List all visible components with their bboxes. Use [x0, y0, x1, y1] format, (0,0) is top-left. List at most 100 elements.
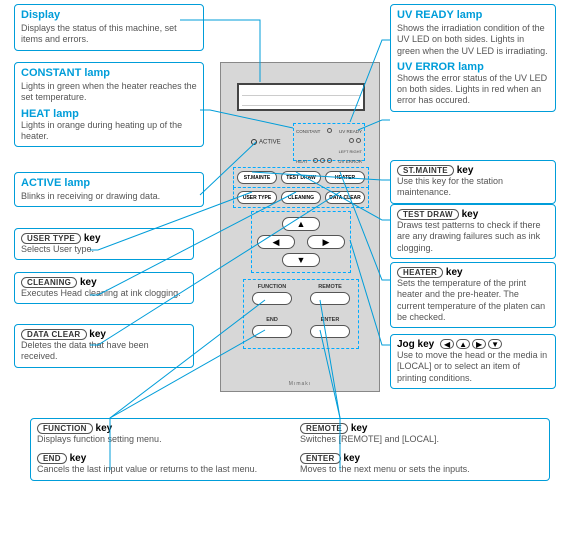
end-word: key — [70, 453, 87, 464]
end-badge: END — [37, 453, 67, 464]
remote-button[interactable] — [310, 292, 350, 305]
heater-word: key — [446, 267, 463, 278]
heat-title: HEAT lamp — [21, 108, 197, 120]
callout-active: ACTIVE lamp Blinks in receiving or drawi… — [14, 172, 204, 207]
function-desc: Displays function setting menu. — [37, 434, 280, 445]
button-row-2: USER TYPE CLEANING DATA CLEAR — [233, 187, 369, 208]
dataclear-badge: DATA CLEAR — [21, 329, 87, 340]
usertype-word: key — [84, 233, 101, 244]
led-dot — [313, 158, 318, 163]
heater-badge: HEATER — [397, 267, 443, 278]
callout-jog: Jog key ◀▲▶▼ Use to move the head or the… — [390, 334, 556, 389]
active-desc: Blinks in receiving or drawing data. — [21, 191, 197, 202]
callout-stmainte: ST.MAINTE key Use this key for the stati… — [390, 160, 556, 204]
led-dot — [320, 158, 325, 163]
stmainte-word: key — [457, 165, 474, 176]
jog-up-button[interactable]: ▲ — [282, 217, 320, 231]
enter-word: key — [343, 453, 360, 464]
brand-label: Mımakı — [221, 381, 379, 387]
jog-left-button[interactable]: ◀ — [257, 235, 295, 249]
uvready-title: UV READY lamp — [397, 9, 549, 21]
enter-item: ENTER — [306, 317, 354, 344]
function-button[interactable] — [252, 292, 292, 305]
function-label: FUNCTION — [248, 284, 296, 290]
constant-desc: Lights in green when the heater reaches … — [21, 81, 197, 104]
led-dot — [327, 128, 332, 133]
jog-down-icon: ▼ — [488, 339, 502, 349]
led-dot — [349, 138, 354, 143]
remote-word: key — [351, 423, 368, 434]
cleaning-badge: CLEANING — [21, 277, 77, 288]
heater-desc: Sets the temperature of the print heater… — [397, 278, 549, 323]
dataclear-button[interactable]: DATA CLEAR — [325, 191, 365, 204]
jog-icons: ◀▲▶▼ — [440, 339, 502, 349]
control-panel: ACTIVE CONSTANT UV READY LEFT RIGHT HEAT… — [220, 62, 380, 392]
enter-label: ENTER — [306, 317, 354, 323]
led-block: CONSTANT UV READY LEFT RIGHT HEAT UV ERR… — [293, 123, 365, 161]
active-led-label: ACTIVE — [259, 140, 281, 146]
testdraw-button[interactable]: TEST DRAW — [281, 171, 321, 184]
remote-badge: REMOTE — [300, 423, 348, 434]
remote-desc: Switches [REMOTE] and [LOCAL]. — [300, 434, 543, 445]
jog-right-button[interactable]: ▶ — [307, 235, 345, 249]
active-title: ACTIVE lamp — [21, 177, 197, 189]
enter-badge: ENTER — [300, 453, 341, 464]
cleaning-button[interactable]: CLEANING — [281, 191, 321, 204]
testdraw-desc: Draws test patterns to check if there ar… — [397, 220, 549, 254]
testdraw-word: key — [462, 209, 479, 220]
led-right-label: RIGHT — [350, 149, 362, 154]
uverror-title: UV ERROR lamp — [397, 61, 549, 73]
function-item: FUNCTION — [248, 284, 296, 311]
jog-up-icon: ▲ — [456, 339, 470, 349]
callout-cleaning: CLEANING key Executes Head cleaning at i… — [14, 272, 194, 304]
end-desc: Cancels the last input value or returns … — [37, 464, 280, 475]
heater-button[interactable]: HEATER — [325, 171, 365, 184]
usertype-desc: Selects User type. — [21, 244, 187, 255]
uvready-desc: Shows the irradiation condition of the U… — [397, 23, 549, 57]
enter-desc: Moves to the next menu or sets the input… — [300, 464, 543, 475]
led-uverror-label: UV ERROR — [338, 159, 362, 164]
usertype-badge: USER TYPE — [21, 233, 81, 244]
jog-left-icon: ◀ — [440, 339, 454, 349]
end-item: END — [248, 317, 296, 344]
dataclear-desc: Deletes the data that have been received… — [21, 340, 187, 363]
led-dot — [356, 138, 361, 143]
callout-bottom: FUNCTION key Displays function setting m… — [30, 418, 550, 481]
heat-desc: Lights in orange during heating up of th… — [21, 120, 197, 143]
led-constant-label: CONSTANT — [296, 129, 320, 134]
lcd-display — [237, 83, 365, 111]
callout-uv: UV READY lamp Shows the irradiation cond… — [390, 4, 556, 112]
jog-block: ▲ ◀ ▶ ▼ — [251, 211, 351, 273]
constant-title: CONSTANT lamp — [21, 67, 197, 79]
callout-constant-heat: CONSTANT lamp Lights in green when the h… — [14, 62, 204, 147]
callout-display: Display Displays the status of this mach… — [14, 4, 204, 51]
remote-label: REMOTE — [306, 284, 354, 290]
led-dot — [327, 158, 332, 163]
enter-button[interactable] — [310, 325, 350, 338]
uverror-desc: Shows the error status of the UV LED on … — [397, 73, 549, 107]
callout-testdraw: TEST DRAW key Draws test patterns to che… — [390, 204, 556, 259]
jog-right-icon: ▶ — [472, 339, 486, 349]
remote-item: REMOTE — [306, 284, 354, 311]
active-led: ACTIVE — [251, 139, 281, 146]
jog-desc: Use to move the head or the media in [LO… — [397, 350, 549, 384]
button-row-1: ST.MAINTE TEST DRAW HEATER — [233, 167, 369, 188]
led-left-label: LEFT — [339, 149, 349, 154]
stmainte-badge: ST.MAINTE — [397, 165, 454, 176]
testdraw-badge: TEST DRAW — [397, 209, 459, 220]
cleaning-desc: Executes Head cleaning at ink clogging. — [21, 288, 187, 299]
function-badge: FUNCTION — [37, 423, 93, 434]
callout-dataclear: DATA CLEAR key Deletes the data that hav… — [14, 324, 194, 368]
end-label: END — [248, 317, 296, 323]
usertype-button[interactable]: USER TYPE — [237, 191, 277, 204]
stmainte-button[interactable]: ST.MAINTE — [237, 171, 277, 184]
led-heat-label: HEAT — [296, 159, 308, 164]
display-desc: Displays the status of this machine, set… — [21, 23, 197, 46]
end-button[interactable] — [252, 325, 292, 338]
stmainte-desc: Use this key for the station maintenance… — [397, 176, 549, 199]
jog-down-button[interactable]: ▼ — [282, 253, 320, 267]
display-title: Display — [21, 9, 197, 21]
led-uvready-label: UV READY — [339, 129, 362, 134]
callout-heater: HEATER key Sets the temperature of the p… — [390, 262, 556, 328]
active-led-dot — [251, 139, 257, 145]
